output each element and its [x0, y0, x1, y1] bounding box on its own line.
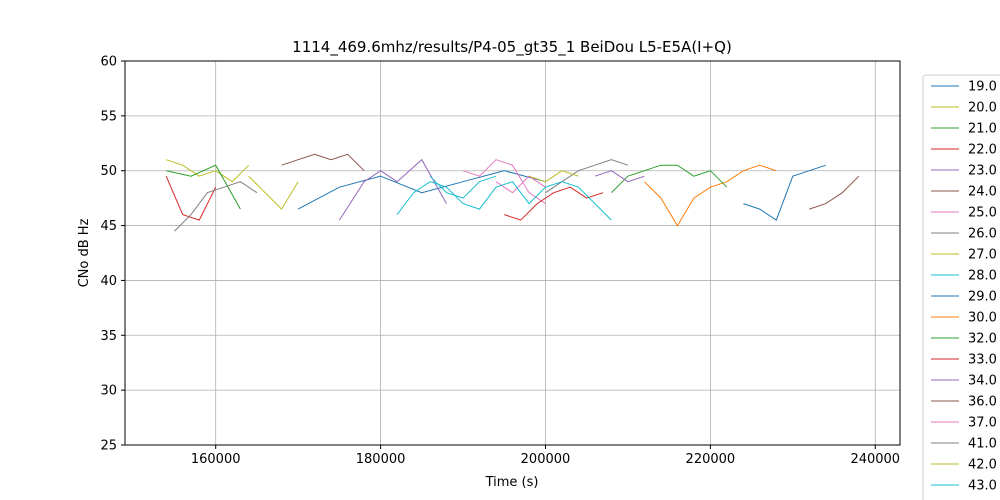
chart-title: 1114_469.6mhz/results/P4-05_gt35_1 BeiDo… — [292, 38, 732, 57]
series-line-24.0 — [281, 153, 365, 172]
series-line-36.0 — [809, 175, 860, 210]
y-tick-label: 35 — [100, 329, 117, 344]
series-line-26.0 — [174, 181, 258, 232]
series-line-29.0 — [743, 164, 826, 221]
legend-box — [922, 74, 1000, 500]
legend-label: 30.0 — [968, 311, 997, 326]
series-line-42.0 — [528, 170, 579, 183]
series-line-21.0 — [166, 164, 241, 210]
series-line-34.0 — [594, 170, 645, 183]
legend-label: 43.0 — [968, 479, 997, 494]
legend-label: 34.0 — [968, 374, 997, 389]
x-tick-label: 160000 — [191, 452, 241, 467]
legend-label: 42.0 — [968, 458, 997, 473]
series-line-43.0 — [396, 181, 612, 221]
legend-label: 41.0 — [968, 437, 997, 452]
series-line-32.0 — [611, 164, 728, 194]
x-tick-label: 200000 — [521, 452, 571, 467]
series-line-25.0 — [462, 159, 546, 205]
legend-label: 26.0 — [968, 227, 997, 242]
legend-label: 22.0 — [968, 143, 997, 158]
series-line-23.0 — [338, 158, 447, 221]
series-line-28.0 — [429, 175, 497, 199]
x-tick-label: 240000 — [850, 452, 900, 467]
series-layer — [165, 153, 860, 232]
x-axis: 160000 180000 200000 220000 240000 — [191, 445, 900, 467]
plot-frame — [124, 60, 901, 446]
y-tick-label: 50 — [100, 164, 117, 179]
series-line-22.0 — [165, 176, 217, 221]
legend-label: 19.0 — [968, 80, 997, 95]
series-line-41.0 — [545, 159, 629, 194]
y-tick-label: 25 — [100, 439, 117, 454]
series-line-33.0 — [504, 186, 604, 221]
legend-label: 20.0 — [968, 101, 997, 116]
legend-label: 23.0 — [968, 164, 997, 179]
y-tick-label: 45 — [100, 219, 117, 234]
x-tick-label: 180000 — [356, 452, 406, 467]
series-line-27.0 — [248, 175, 299, 210]
series-line-19.0 — [297, 170, 546, 210]
series-line-30.0 — [644, 164, 777, 227]
series-line-20.0 — [166, 159, 250, 183]
x-tick-label: 220000 — [686, 452, 736, 467]
legend-label: 29.0 — [968, 290, 997, 305]
grid-lines — [125, 60, 900, 446]
y-axis: 25 30 35 40 45 50 55 60 — [100, 55, 125, 454]
y-tick-label: 60 — [100, 55, 117, 70]
legend-label: 25.0 — [968, 206, 997, 221]
legend: 19.0 20.0 21.0 22.0 23.0 24.0 25.0 26.0 27.0 28.0… — [922, 74, 1000, 500]
legend-label: 28.0 — [968, 269, 997, 284]
legend-label: 24.0 — [968, 185, 997, 200]
series-line-37.0 — [495, 175, 546, 194]
y-tick-label: 40 — [100, 274, 117, 289]
legend-label: 27.0 — [968, 248, 997, 263]
legend-label: 32.0 — [968, 332, 997, 347]
y-axis-label: CNo dB Hz — [77, 218, 92, 287]
legend-label: 37.0 — [968, 416, 997, 431]
legend-label: 21.0 — [968, 122, 997, 137]
legend-label: 36.0 — [968, 395, 997, 410]
legend-label: 33.0 — [968, 353, 997, 368]
x-axis-label: Time (s) — [485, 475, 539, 490]
y-tick-label: 55 — [100, 109, 117, 124]
y-tick-label: 30 — [100, 384, 117, 399]
